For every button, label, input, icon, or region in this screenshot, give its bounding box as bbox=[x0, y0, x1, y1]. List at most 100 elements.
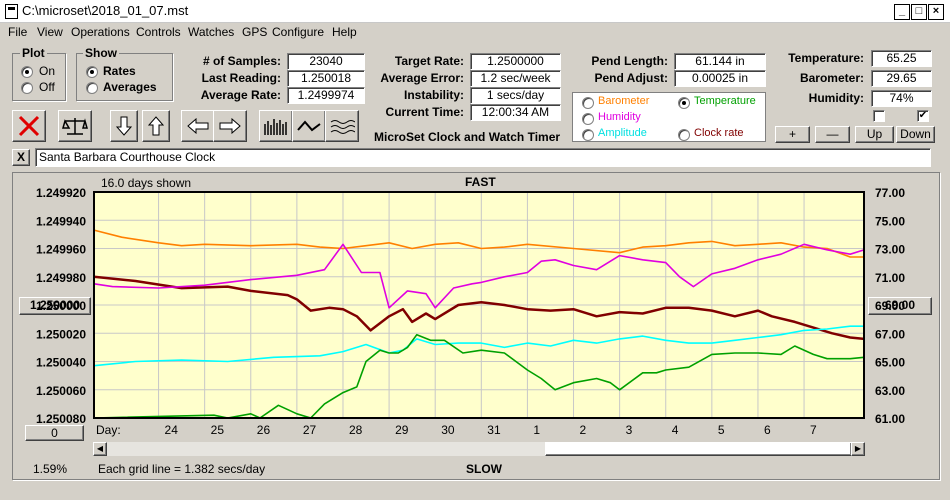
average-error-field: 1.2 sec/week bbox=[470, 70, 561, 87]
maximize-button[interactable]: □ bbox=[911, 4, 927, 20]
left-tick-label: 1.250040 bbox=[36, 356, 86, 370]
barometer-option: Barometer bbox=[598, 95, 650, 107]
line-graph-icon bbox=[297, 120, 321, 132]
description-close-button[interactable]: X bbox=[12, 149, 30, 166]
app-icon bbox=[5, 4, 18, 19]
menu-bar: File View Operations Controls Watches GP… bbox=[0, 23, 950, 42]
balance-button[interactable] bbox=[58, 110, 92, 142]
up-button[interactable]: Up bbox=[855, 126, 894, 143]
rate-center-button[interactable]: 1.250000 bbox=[19, 297, 91, 315]
show-rates-radio[interactable] bbox=[86, 66, 98, 78]
stop-button[interactable] bbox=[12, 110, 46, 142]
amplitude-radio[interactable] bbox=[582, 129, 594, 141]
target-rate-label: Target Rate: bbox=[394, 54, 464, 68]
left-tick-label: 1.249920 bbox=[36, 186, 86, 200]
temperature-radio[interactable] bbox=[678, 97, 690, 109]
wave-icon bbox=[330, 120, 355, 134]
title-bar: C:\microset\2018_01_07.mst _ □ × bbox=[0, 0, 950, 23]
show-averages-label: Averages bbox=[103, 80, 157, 94]
left-tick-label: 1.249960 bbox=[36, 243, 86, 257]
minus-button[interactable]: — bbox=[815, 126, 850, 143]
left-tick-label: 1.250020 bbox=[36, 327, 86, 341]
menu-configure[interactable]: Configure bbox=[272, 25, 325, 39]
barometer-line bbox=[93, 229, 864, 258]
menu-controls[interactable]: Controls bbox=[136, 25, 181, 39]
down-button[interactable]: Down bbox=[896, 126, 935, 143]
x-tick-label: 1 bbox=[533, 423, 540, 437]
x-tick-label: 3 bbox=[626, 423, 633, 437]
humidity-line bbox=[93, 243, 865, 309]
current-time-field: 12:00:34 AM bbox=[470, 104, 561, 121]
target-rate-field[interactable]: 1.2500000 bbox=[470, 53, 561, 70]
last-reading-field: 1.250018 bbox=[287, 70, 365, 87]
average-error-label: Average Error: bbox=[380, 71, 464, 85]
show-group bbox=[76, 53, 173, 101]
x-tick-label: 2 bbox=[580, 423, 587, 437]
x-tick-label: 27 bbox=[303, 423, 317, 437]
day-axis-label: Day: bbox=[96, 423, 121, 437]
left-tick-label: 1.250060 bbox=[36, 384, 86, 398]
line-view-button[interactable] bbox=[292, 110, 326, 142]
clock-rate-radio[interactable] bbox=[678, 129, 690, 141]
samples-label: # of Samples: bbox=[202, 54, 281, 68]
right-tick-label: 69.00 bbox=[875, 299, 905, 313]
close-button[interactable]: × bbox=[928, 4, 944, 20]
pend-length-label: Pend Length: bbox=[591, 54, 668, 68]
menu-operations[interactable]: Operations bbox=[71, 25, 130, 39]
minimize-button[interactable]: _ bbox=[894, 4, 910, 20]
right-tick-label: 77.00 bbox=[875, 186, 905, 200]
x-tick-label: 28 bbox=[349, 423, 363, 437]
left-axis-labels: 1.249920 1.249940 1.249960 1.249980 1.250000… bbox=[36, 186, 86, 426]
menu-file[interactable]: File bbox=[8, 25, 28, 39]
bar-graph-icon bbox=[264, 119, 287, 135]
bars-view-button[interactable] bbox=[259, 110, 293, 142]
show-averages-radio[interactable] bbox=[86, 82, 98, 94]
left-arrow-button[interactable] bbox=[181, 110, 215, 142]
menu-watches[interactable]: Watches bbox=[188, 25, 235, 39]
scroll-left-button[interactable]: ◀ bbox=[93, 442, 107, 456]
instability-field: 1 secs/day bbox=[470, 87, 561, 104]
humidity-label: Humidity: bbox=[808, 91, 864, 105]
x-tick-label: 5 bbox=[718, 423, 725, 437]
temperature-field: 65.25 bbox=[871, 50, 932, 67]
day-offset-button[interactable]: 0 bbox=[25, 425, 84, 441]
sensor-checkbox-1[interactable] bbox=[873, 110, 885, 122]
description-field[interactable]: Santa Barbara Courthouse Clock bbox=[35, 148, 931, 167]
wave-view-button[interactable] bbox=[325, 110, 359, 142]
barometer-radio[interactable] bbox=[582, 97, 594, 109]
right-tick-label: 63.00 bbox=[875, 384, 905, 398]
scroll-right-button[interactable]: ▶ bbox=[851, 442, 865, 456]
clock-rate-option: Clock rate bbox=[694, 127, 744, 139]
sensor-options-box bbox=[572, 92, 766, 142]
barometer-label: Barometer: bbox=[799, 71, 864, 85]
menu-gps[interactable]: GPS bbox=[242, 25, 268, 39]
right-arrow-button[interactable] bbox=[213, 110, 247, 142]
days-shown-label: 16.0 days shown bbox=[101, 176, 192, 190]
fast-label: FAST bbox=[465, 175, 496, 189]
pend-adjust-field: 0.00025 in bbox=[674, 70, 766, 87]
right-tick-label: 71.00 bbox=[875, 271, 905, 285]
clock-rate-line bbox=[93, 275, 865, 341]
plot-frame bbox=[93, 191, 865, 419]
humidity-radio[interactable] bbox=[582, 113, 594, 125]
instability-label: Instability: bbox=[403, 88, 464, 102]
up-arrow-button[interactable] bbox=[142, 110, 170, 142]
x-tick-label: 7 bbox=[810, 423, 817, 437]
plot-off-radio[interactable] bbox=[21, 82, 33, 94]
menu-help[interactable]: Help bbox=[332, 25, 357, 39]
humidity-field: 74% bbox=[871, 90, 932, 107]
plot-group-title: Plot bbox=[20, 46, 47, 60]
average-rate-label: Average Rate: bbox=[200, 88, 281, 102]
temperature-label: Temperature: bbox=[788, 51, 864, 65]
down-arrow-button[interactable] bbox=[110, 110, 138, 142]
sensor-checkbox-2[interactable]: ✔ bbox=[917, 110, 929, 122]
last-reading-label: Last Reading: bbox=[201, 71, 281, 85]
plot-on-radio[interactable] bbox=[21, 66, 33, 78]
menu-view[interactable]: View bbox=[37, 25, 63, 39]
sensor-center-button[interactable]: 69.00 bbox=[868, 297, 932, 315]
plus-button[interactable]: + bbox=[775, 126, 810, 143]
average-rate-field: 1.2499974 bbox=[287, 87, 365, 104]
right-tick-label: 75.00 bbox=[875, 214, 905, 228]
barometer-field: 29.65 bbox=[871, 70, 932, 87]
left-tick-label: 1.250080 bbox=[36, 412, 86, 426]
